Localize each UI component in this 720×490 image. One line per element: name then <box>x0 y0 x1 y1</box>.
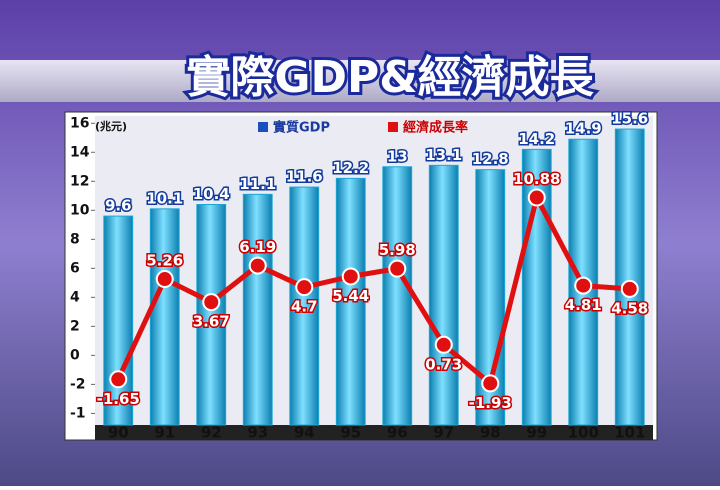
bar-label: 15.6 <box>611 110 648 128</box>
line-point <box>481 374 500 393</box>
bar <box>149 208 180 426</box>
x-tick-label: 90 <box>108 424 129 442</box>
bar-label: 14.2 <box>518 130 555 148</box>
y-tick-label: -2 <box>70 376 86 392</box>
line-label: 10.88 <box>513 170 560 188</box>
y-tick-label: 16 <box>70 115 89 131</box>
bar-label: 12.2 <box>332 159 369 177</box>
line-point <box>527 188 546 207</box>
line-point <box>295 278 314 297</box>
bar-label: 10.1 <box>146 189 183 207</box>
bar <box>614 128 645 426</box>
line-point <box>155 270 174 289</box>
line-label: 6.19 <box>239 238 276 256</box>
unit-label: (兆元) <box>95 119 127 133</box>
y-tick-label: 2 <box>70 318 80 334</box>
line-point <box>202 293 221 312</box>
x-tick-label: 97 <box>433 424 454 442</box>
y-tick-label: 12 <box>70 173 89 189</box>
legend-label: 經濟成長率 <box>403 120 468 136</box>
bar-label: 13 <box>387 147 408 165</box>
bar <box>242 193 273 426</box>
line-point <box>574 276 593 295</box>
x-tick-label: 100 <box>568 424 599 442</box>
line-label: 4.7 <box>291 298 318 316</box>
x-tick-label: 101 <box>614 424 645 442</box>
y-tick-label: 10 <box>70 202 90 218</box>
category-band <box>95 425 653 440</box>
x-tick-label: 93 <box>247 424 268 442</box>
line-label: 0.73 <box>425 355 462 373</box>
line-label: 5.44 <box>332 287 369 305</box>
x-tick-label: 98 <box>480 424 501 442</box>
bar <box>289 186 320 426</box>
bar <box>196 203 227 426</box>
line-label: -1.93 <box>469 394 512 412</box>
bar-label: 13.1 <box>425 146 462 164</box>
x-tick-label: 96 <box>387 424 408 442</box>
y-tick-label: 6 <box>70 260 80 276</box>
y-tick-label: 8 <box>70 231 80 247</box>
bar <box>428 164 459 426</box>
bar-label: 12.8 <box>472 150 509 168</box>
title-band <box>0 60 720 102</box>
bar-label: 9.6 <box>105 197 132 215</box>
y-tick-label: 4 <box>70 289 80 305</box>
bar <box>382 166 413 426</box>
bar-label: 11.6 <box>286 168 323 186</box>
line-label: -1.65 <box>97 390 140 408</box>
y-tick-label: -1 <box>70 405 86 421</box>
y-tick-label: 14 <box>70 144 90 160</box>
line-label: 3.67 <box>193 313 230 331</box>
bar <box>103 215 134 426</box>
x-tick-label: 91 <box>154 424 175 442</box>
line-label: 5.98 <box>379 241 416 259</box>
line-label: 4.58 <box>611 299 648 317</box>
y-tick-label: 0 <box>70 347 80 363</box>
line-point <box>620 279 639 298</box>
line-point <box>388 259 407 278</box>
legend-label: 實質GDP <box>273 120 330 136</box>
legend-swatch <box>258 122 268 132</box>
line-point <box>109 370 128 389</box>
x-tick-label: 94 <box>294 424 315 442</box>
chart-title: 實際GDP&經濟成長 <box>186 52 594 103</box>
x-tick-label: 95 <box>340 424 361 442</box>
bar-label: 10.4 <box>193 185 230 203</box>
line-point <box>248 256 267 275</box>
line-point <box>341 267 360 286</box>
legend-swatch <box>388 122 398 132</box>
line-point <box>434 335 453 354</box>
bar <box>335 177 366 426</box>
bar-label: 11.1 <box>239 175 276 193</box>
bar-label: 14.9 <box>565 120 602 138</box>
x-tick-label: 99 <box>526 424 547 442</box>
x-tick-label: 92 <box>201 424 222 442</box>
line-label: 4.81 <box>565 296 602 314</box>
line-label: 5.26 <box>146 252 183 270</box>
